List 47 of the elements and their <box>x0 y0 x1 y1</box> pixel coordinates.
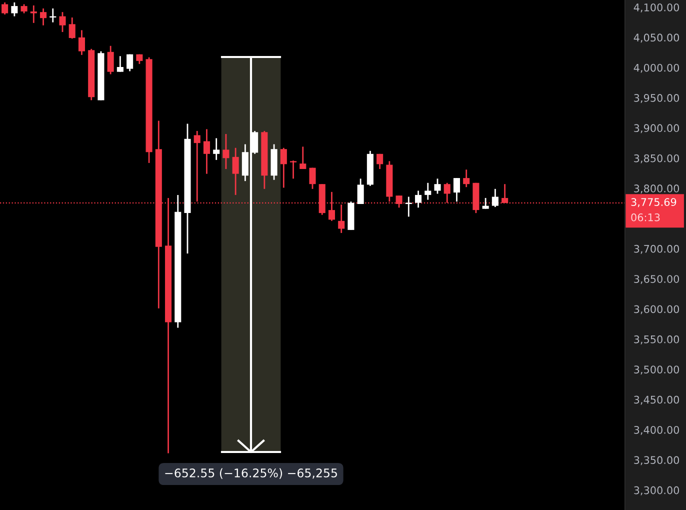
candlestick <box>59 11 66 33</box>
y-tick-label: 3,600.00 <box>634 305 680 314</box>
y-tick-label: 3,500.00 <box>634 366 680 375</box>
y-tick-label: 3,850.00 <box>634 154 680 164</box>
y-tick-label: 4,100.00 <box>634 3 680 12</box>
candlestick <box>107 45 114 75</box>
candlestick <box>222 133 230 170</box>
candlestick <box>357 178 364 205</box>
text: 06:13 <box>631 213 660 222</box>
annotation: −652.55 (−16.25%) −65,255 <box>165 468 337 479</box>
candlestick <box>2 2 8 16</box>
candlestick <box>492 188 498 208</box>
candlestick <box>376 153 384 170</box>
candlestick <box>20 4 28 14</box>
candlestick <box>453 177 460 202</box>
candlestick <box>424 182 432 200</box>
candlestick <box>68 16 76 40</box>
candlestick <box>116 55 124 73</box>
candlestick <box>11 2 18 17</box>
candlestick <box>40 8 47 26</box>
candlestick <box>290 160 297 180</box>
y-tick-label: 3,400.00 <box>634 426 680 435</box>
y-tick-label: 3,700.00 <box>634 244 680 254</box>
candlestick <box>482 197 489 210</box>
y-tick-label: 4,000.00 <box>634 64 680 73</box>
y-tick-label: 3,650.00 <box>634 275 680 284</box>
candlestick <box>203 128 210 175</box>
y-tick-label: 3,350.00 <box>634 456 680 466</box>
candlestick <box>30 4 37 24</box>
candlestick <box>463 168 470 188</box>
y-tick-label: 4,050.00 <box>634 34 680 43</box>
y-tick-label: 3,300.00 <box>634 486 680 496</box>
candlestick <box>434 178 441 194</box>
y-tick-label: 3,550.00 <box>634 335 680 344</box>
y-tick-label: 3,950.00 <box>634 94 680 103</box>
candlestick <box>300 146 306 170</box>
candlestick <box>415 190 422 208</box>
y-tick-label: 3,900.00 <box>634 124 680 134</box>
candlestick <box>232 147 239 196</box>
candlestick <box>126 54 134 72</box>
candlestick <box>213 138 220 161</box>
y-tick-label: 3,450.00 <box>634 396 680 405</box>
ref-line-label: 3,775.69 <box>631 198 676 208</box>
candlestick <box>78 29 85 56</box>
candlestick <box>309 167 316 190</box>
y-tick-label: 3,800.00 <box>634 184 680 194</box>
candlestick <box>280 147 287 188</box>
